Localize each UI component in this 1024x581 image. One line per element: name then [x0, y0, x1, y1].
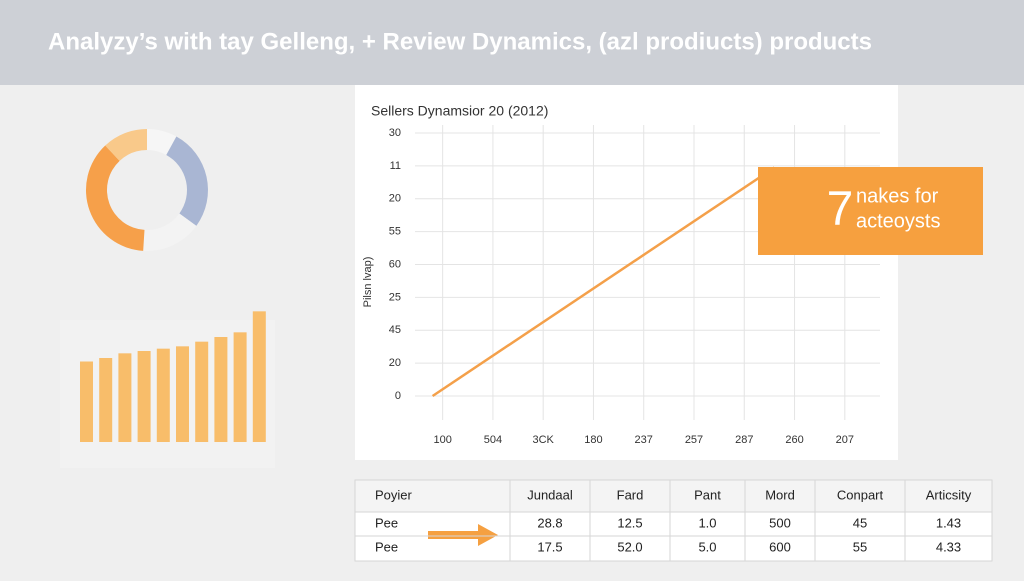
- y-tick-label: 0: [395, 390, 401, 402]
- bar: [233, 332, 247, 442]
- x-tick-label: 257: [685, 434, 703, 446]
- x-tick-label: 504: [484, 434, 502, 446]
- header-bar: [0, 0, 1024, 85]
- table-cell: 28.8: [537, 515, 562, 530]
- callout-text: acteoysts: [856, 210, 940, 232]
- table-cell: 4.33: [936, 539, 961, 554]
- donut-segment: [143, 213, 197, 252]
- table-header-cell: Mord: [765, 487, 795, 502]
- table-header-cell: Poyier: [375, 487, 413, 502]
- y-tick-label: 11: [390, 160, 401, 172]
- x-tick-label: 237: [635, 434, 653, 446]
- callout-box: [758, 167, 983, 255]
- chart-panel: [355, 85, 898, 460]
- table-cell: 12.5: [617, 515, 642, 530]
- bar: [252, 311, 266, 442]
- y-tick-label: 45: [389, 324, 401, 336]
- x-tick-label: 100: [433, 434, 451, 446]
- y-tick-label: 60: [389, 258, 401, 270]
- arrow-icon: [428, 524, 498, 546]
- table-cell: 45: [853, 515, 867, 530]
- table-header-cell: Articsity: [926, 487, 972, 502]
- bar: [99, 358, 113, 442]
- y-axis-label: Pilsn lvap): [362, 257, 374, 308]
- donut-segment: [105, 129, 147, 161]
- table-cell: 5.0: [698, 539, 716, 554]
- bar: [176, 346, 189, 442]
- table-cell: 500: [769, 515, 791, 530]
- table-cell: 1.43: [936, 515, 961, 530]
- table-header-cell: Fard: [617, 487, 644, 502]
- table-cell: 52.0: [617, 539, 642, 554]
- donut-segment: [147, 129, 177, 155]
- x-tick-label: 3CK: [532, 434, 554, 446]
- chart-title: Sellers Dynamsior 20 (2012): [371, 103, 548, 119]
- x-tick-label: 260: [785, 434, 803, 446]
- x-tick-label: 287: [735, 434, 753, 446]
- table-header-row: [354, 479, 993, 513]
- table-cell: 55: [853, 539, 867, 554]
- y-tick-label: 30: [389, 127, 401, 139]
- table-cell: 17.5: [537, 539, 562, 554]
- bar: [80, 361, 93, 442]
- table-header-cell: Conpart: [837, 487, 884, 502]
- bar: [118, 353, 132, 442]
- table-cell: Pee: [375, 539, 398, 554]
- table-cell: 1.0: [698, 515, 716, 530]
- bar: [156, 348, 170, 442]
- y-tick-label: 20: [389, 357, 401, 369]
- table-cell: Pee: [375, 515, 398, 530]
- bar: [137, 351, 151, 442]
- donut-segment: [85, 145, 145, 251]
- callout-text: nakes for: [856, 185, 939, 207]
- bar: [214, 337, 228, 442]
- line-series: [431, 166, 776, 398]
- callout-number: 7: [827, 183, 854, 236]
- x-tick-label: 180: [584, 434, 602, 446]
- y-tick-label: 20: [389, 193, 401, 205]
- bar: [195, 341, 209, 442]
- x-tick-label: 207: [836, 434, 854, 446]
- header-title: Analyzy’s with tay Gelleng, + Review Dyn…: [48, 28, 872, 55]
- donut-segment: [166, 136, 208, 226]
- table-header-cell: Pant: [694, 487, 721, 502]
- table-cell: 600: [769, 539, 791, 554]
- y-tick-label: 55: [389, 226, 401, 238]
- table-header-cell: Jundaal: [527, 487, 573, 502]
- y-tick-label: 25: [389, 291, 401, 303]
